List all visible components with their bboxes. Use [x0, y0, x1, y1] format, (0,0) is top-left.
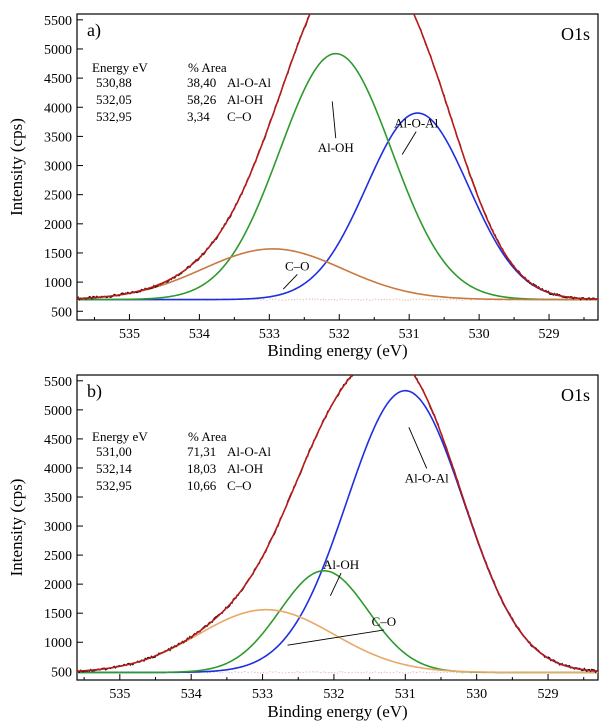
y-tick-label: 1500 [44, 247, 72, 262]
plot-frame [76, 374, 599, 681]
plot-area [77, 14, 598, 302]
table-cell-component: Al-O-Al [227, 444, 271, 459]
panel-b: 535 534 533 532 531 530 529 500 1000 1500 2000 2500… [7, 374, 599, 721]
x-tick-label: 530 [466, 687, 487, 702]
component-curve-al-o-al [77, 112, 598, 301]
x-tick-label: 535 [119, 327, 140, 342]
table-header: % Area [188, 60, 227, 75]
table-cell-area: 58,26 [187, 92, 217, 107]
y-tick-label: 4000 [44, 462, 72, 477]
annotation-label: Al-OH [318, 140, 354, 155]
annotation-label: C–O [372, 614, 397, 629]
x-tick-label: 534 [181, 687, 202, 702]
panel-label: a) [87, 20, 101, 41]
x-tick-label: 532 [323, 687, 344, 702]
y-tick-label: 4500 [44, 72, 72, 87]
y-tick-label: 500 [51, 305, 72, 320]
panel-a: 535 534 533 532 531 530 529 500 1000 1500 2000 2500… [7, 13, 599, 360]
y-tick-label: 3000 [44, 160, 72, 175]
y-tick-label: 1500 [44, 607, 72, 622]
x-tick-label: 534 [189, 327, 210, 342]
corner-label: O1s [561, 385, 590, 405]
area-table: Energy eV % Area 530,88 38,40 Al-O-Al 532,05 5… [92, 60, 271, 124]
corner-label: O1s [561, 24, 590, 44]
y-tick-label: 5000 [44, 43, 72, 58]
x-tick-label: 532 [329, 327, 350, 342]
panel-label: b) [87, 381, 102, 402]
y-axis-title: Intensity (cps) [7, 118, 26, 216]
table-cell-energy: 531,00 [96, 444, 132, 459]
table-cell-energy: 532,95 [96, 109, 132, 124]
y-tick-label: 2500 [44, 549, 72, 564]
table-header: Energy eV [92, 429, 148, 444]
x-tick-label: 533 [259, 327, 280, 342]
annotation-label: Al-O-Al [394, 116, 438, 131]
y-tick-label: 3500 [44, 491, 72, 506]
table-cell-energy: 530,88 [96, 75, 132, 90]
annotation-leader [282, 274, 298, 290]
x-tick-label: 530 [469, 327, 490, 342]
table-cell-energy: 532,95 [96, 478, 132, 493]
table-cell-component: Al-OH [227, 461, 263, 476]
y-tick-label: 2000 [44, 578, 72, 593]
plot-area [77, 375, 598, 674]
x-tick-label: 531 [399, 327, 420, 342]
fit-envelope [77, 14, 598, 300]
table-cell-energy: 532,05 [96, 92, 132, 107]
annotation-leader [331, 101, 337, 139]
x-tick-label: 529 [539, 327, 560, 342]
y-tick-label: 1000 [44, 636, 72, 651]
y-tick-label: 2000 [44, 218, 72, 233]
fit-envelope [77, 375, 598, 672]
x-tick-label: 529 [538, 687, 559, 702]
x-axis-title: Binding energy (eV) [267, 702, 407, 721]
annotation-leader [287, 629, 384, 646]
component-curve-c-o [77, 608, 598, 674]
table-cell-area: 18,03 [187, 461, 216, 476]
annotation-leader [329, 572, 342, 596]
table-header: Energy eV [92, 60, 148, 75]
annotation-label: Al-O-Al [405, 470, 449, 485]
annotation-label: C–O [285, 258, 310, 273]
y-tick-label: 4000 [44, 101, 72, 116]
annotation-label: Al-OH [323, 557, 359, 572]
table-cell-area: 38,40 [187, 75, 216, 90]
table-cell-area: 10,66 [187, 478, 217, 493]
y-tick-label: 2500 [44, 189, 72, 204]
y-tick-label: 4500 [44, 433, 72, 448]
component-curve-al-oh [77, 52, 598, 301]
y-tick-label: 3000 [44, 520, 72, 535]
y-tick-label: 5000 [44, 404, 72, 419]
area-table: Energy eV % Area 531,00 71,31 Al-O-Al 532,14 1… [92, 429, 271, 493]
table-cell-component: C–O [227, 478, 252, 493]
table-cell-energy: 532,14 [96, 461, 132, 476]
y-tick-label: 500 [51, 665, 72, 680]
x-tick-label: 531 [395, 687, 416, 702]
plot-frame [76, 13, 599, 321]
table-cell-component: Al-OH [227, 92, 263, 107]
table-cell-area: 71,31 [187, 444, 216, 459]
measured-spectrum [77, 375, 598, 674]
component-curve-c-o [77, 248, 598, 301]
table-header: % Area [188, 429, 227, 444]
table-cell-area: 3,34 [187, 109, 210, 124]
annotation-leader [401, 131, 417, 155]
y-axis-title: Intensity (cps) [7, 479, 26, 577]
x-tick-label: 533 [252, 687, 273, 702]
x-axis-title: Binding energy (eV) [267, 341, 407, 360]
y-tick-label: 1000 [44, 276, 72, 291]
y-tick-label: 3500 [44, 130, 72, 145]
annotation-leader [408, 427, 428, 469]
table-cell-component: C–O [227, 109, 252, 124]
table-cell-component: Al-O-Al [227, 75, 271, 90]
y-tick-label: 5500 [44, 375, 72, 390]
x-tick-label: 535 [109, 687, 130, 702]
y-tick-label: 5500 [44, 14, 72, 29]
